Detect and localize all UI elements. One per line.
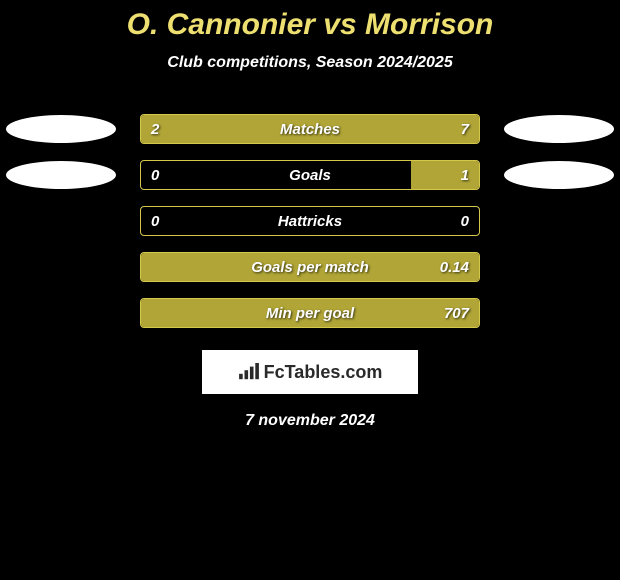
page-title: O. Cannonier vs Morrison [0,8,620,42]
player-right-marker [504,161,614,189]
comparison-card: O. Cannonier vs Morrison Club competitio… [0,0,620,430]
player-left-marker [6,161,116,189]
stat-row: Goals0 1 [0,152,620,198]
stat-value-right: 7 [461,115,469,143]
stat-value-left: 0 [151,161,159,189]
stat-label: Min per goal [141,299,479,327]
stat-value-right: 1 [461,161,469,189]
stat-bar: Matches2 7 [140,114,480,144]
stat-value-right: 0.14 [440,253,469,281]
bar-chart-icon [238,363,260,381]
subtitle: Club competitions, Season 2024/2025 [0,54,620,72]
stat-row: Hattricks0 0 [0,198,620,244]
stat-label: Goals per match [141,253,479,281]
badge-text: FcTables.com [264,362,383,383]
player-right-marker [504,115,614,143]
badge-inner: FcTables.com [238,362,383,383]
stat-row: Goals per match0.14 [0,244,620,290]
stat-value-left: 0 [151,207,159,235]
stat-label: Matches [141,115,479,143]
stat-label: Hattricks [141,207,479,235]
stats-list: Matches27Goals01Hattricks00Goals per mat… [0,106,620,336]
stat-value-right: 0 [461,207,469,235]
stat-bar: Min per goal707 [140,298,480,328]
stat-bar: Goals0 1 [140,160,480,190]
stat-row: Matches2 7 [0,106,620,152]
date-label: 7 november 2024 [0,412,620,430]
stat-value-right: 707 [444,299,469,327]
stat-label: Goals [141,161,479,189]
stat-bar: Hattricks0 0 [140,206,480,236]
stat-bar: Goals per match0.14 [140,252,480,282]
player-left-marker [6,115,116,143]
source-badge: FcTables.com [202,350,418,394]
stat-value-left: 2 [151,115,159,143]
stat-row: Min per goal707 [0,290,620,336]
